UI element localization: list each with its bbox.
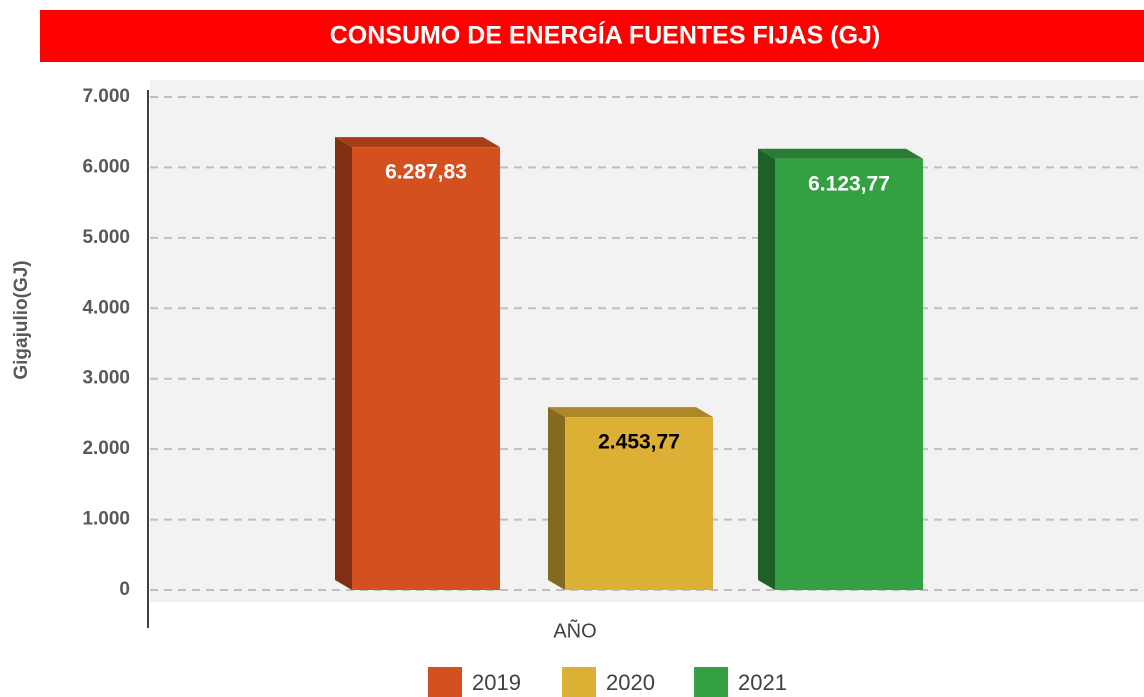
y-tick-label: 4.000 <box>82 297 130 318</box>
value-label: 6.287,83 <box>385 161 467 184</box>
y-tick-label: 5.000 <box>82 227 130 248</box>
chart-title: CONSUMO DE ENERGÍA FUENTES FIJAS (GJ) <box>330 21 881 50</box>
legend-label: 2021 <box>738 670 787 695</box>
legend-label: 2020 <box>606 670 655 695</box>
y-tick-label: 2.000 <box>82 438 130 459</box>
y-tick-label: 0 <box>119 579 130 600</box>
legend-swatch <box>562 667 596 697</box>
legend-swatch <box>428 667 462 697</box>
bar <box>352 147 500 591</box>
y-tick-label: 3.000 <box>82 368 130 389</box>
y-tick-label: 7.000 <box>82 86 130 107</box>
value-label: 6.123,77 <box>808 172 890 195</box>
y-axis-label: Gigajulio(GJ) <box>11 260 32 379</box>
bar <box>775 158 923 591</box>
legend-swatch <box>694 667 728 697</box>
bar-side <box>335 137 352 591</box>
x-axis-label: AÑO <box>553 618 596 642</box>
legend-label: 2019 <box>472 670 521 695</box>
bar-top <box>335 137 500 148</box>
value-label: 2.453,77 <box>598 431 680 454</box>
bar-top <box>758 148 923 159</box>
bar-side <box>548 407 565 590</box>
y-tick-label: 1.000 <box>82 509 130 530</box>
title-banner <box>40 10 1144 62</box>
bar <box>565 417 713 590</box>
bar-top <box>548 407 713 418</box>
bar-side <box>758 148 775 591</box>
y-tick-label: 6.000 <box>82 156 130 177</box>
